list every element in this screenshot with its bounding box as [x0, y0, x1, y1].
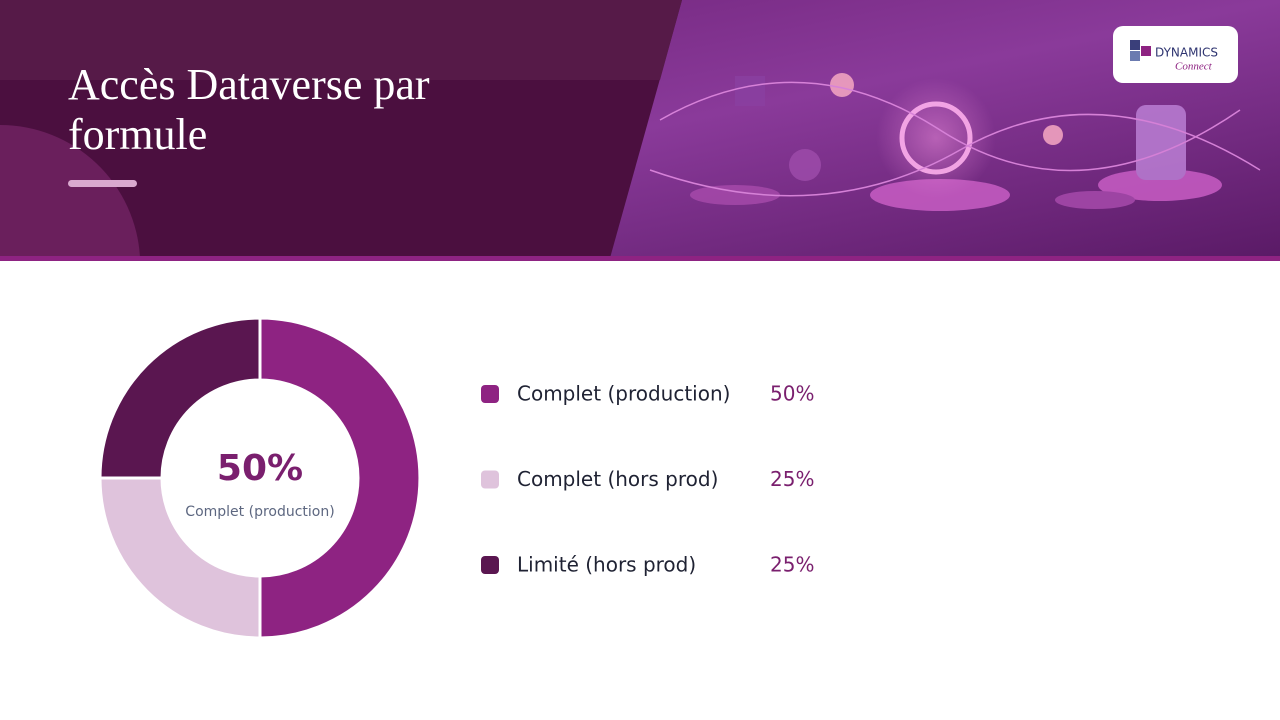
logo-tagline: Connect: [1175, 61, 1213, 73]
donut-slice: [98, 476, 262, 640]
illustration: [649, 73, 1261, 211]
legend-value: 25%: [770, 553, 814, 577]
donut-slice: [258, 316, 422, 640]
center-value: 50%: [217, 448, 303, 489]
legend-value: 25%: [770, 467, 814, 491]
legend-swatch: [481, 556, 499, 574]
logo: DYNAMICS Connect: [1113, 26, 1238, 83]
title-underline: [68, 180, 137, 187]
donut-slice: [98, 316, 262, 480]
logo-name: DYNAMICS: [1155, 46, 1218, 60]
legend-label: Complet (hors prod): [517, 467, 718, 491]
legend-swatch: [481, 385, 499, 403]
header-border: [0, 256, 1280, 261]
header-band: [0, 0, 682, 80]
legend-swatch: [481, 470, 499, 489]
header-shape: [0, 124, 140, 258]
legend-label: Complet (production): [517, 382, 730, 406]
legend-value: 50%: [770, 382, 814, 406]
title: Accès Dataverse par formule: [68, 60, 430, 159]
legend-label: Limité (hors prod): [517, 553, 696, 577]
center-label: Complet (production): [185, 504, 334, 520]
